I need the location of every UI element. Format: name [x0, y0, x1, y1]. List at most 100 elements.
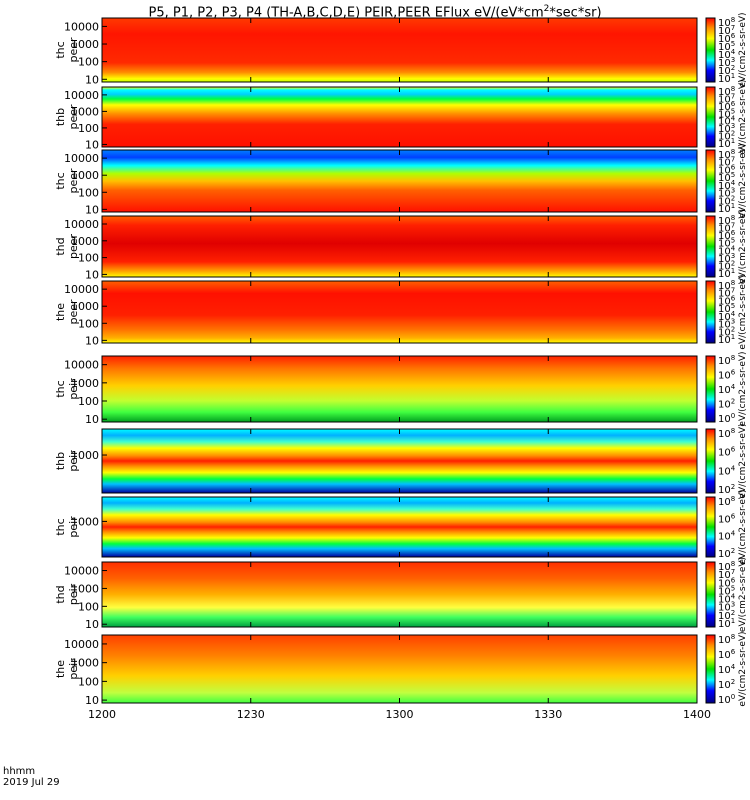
y-tick-label: 1000 [71, 515, 99, 528]
colorbar-tick-label: 104 [718, 310, 736, 323]
colorbar-tick-label: 105 [718, 302, 735, 315]
colorbar-tick-label: 104 [718, 244, 736, 257]
colorbar-tick-label: 105 [718, 40, 735, 53]
colorbar [705, 496, 716, 558]
colorbar-tick-label: 107 [718, 287, 735, 300]
colorbar-unit-label: eV/(cm2-s-sr-eV) [738, 489, 748, 564]
colorbar-tick-label: 108 [718, 148, 735, 161]
y-tick-label: 1000 [71, 582, 99, 595]
y-tick-label: 10 [85, 138, 99, 151]
spectrogram-image [102, 150, 697, 212]
y-tick-label: 10 [85, 334, 99, 347]
colorbar-tick-label: 108 [718, 560, 735, 573]
colorbar-tick-label: 106 [718, 576, 736, 589]
colorbar-tick-label: 100 [718, 412, 735, 425]
colorbar-tick-label: 100 [718, 693, 735, 706]
colorbar [705, 634, 716, 704]
x-tick-label: 1400 [683, 708, 711, 721]
colorbar-tick-label: 107 [718, 24, 735, 37]
y-tick-label: 10000 [64, 89, 99, 102]
colorbar-tick-label: 106 [718, 100, 736, 113]
colorbar-tick-label: 106 [718, 369, 736, 382]
y-tick-label: 10 [85, 268, 99, 281]
y-tick-label: 100 [78, 252, 99, 265]
colorbar-tick-label: 102 [718, 609, 735, 622]
colorbar-tick-label: 105 [718, 107, 735, 120]
colorbar-tick-label: 101 [718, 202, 735, 215]
panel-thc-peer: 10100100010000thcpeer1081071061051041031… [54, 143, 748, 218]
y-tick-label: 1000 [71, 235, 99, 248]
panel-thd-peir: 10100100010000thdpeir1081071061051041031… [54, 557, 748, 632]
colorbar-tick-label: 104 [718, 593, 736, 606]
colorbar [705, 215, 716, 278]
x-tick-label: 1200 [88, 708, 116, 721]
spectrogram-image [102, 87, 697, 147]
colorbar-tick-label: 104 [718, 48, 736, 61]
colorbar [705, 280, 716, 344]
spectrogram-image [102, 18, 697, 82]
colorbar-tick-label: 102 [718, 259, 735, 272]
title-suffix: *sec*sr) [549, 5, 602, 21]
colorbar-tick-label: 108 [718, 633, 735, 646]
colorbar [705, 355, 716, 423]
y-tick-label: 1000 [71, 38, 99, 51]
colorbar-tick-label: 102 [718, 483, 735, 496]
y-axis-label: thcpeir [54, 516, 80, 538]
colorbar-unit-label: eV/(cm2-s-sr-eV) [738, 423, 748, 498]
y-axis-label: thcpeer [54, 37, 80, 63]
colorbar-tick-label: 106 [718, 446, 736, 459]
spectrogram-image [102, 635, 697, 703]
y-axis-label: thcpeir [54, 378, 80, 400]
y-tick-label: 1000 [71, 449, 99, 462]
colorbar [705, 149, 716, 213]
colorbar-tick-label: 101 [718, 137, 735, 150]
x-tick-label: 1230 [237, 708, 265, 721]
colorbar-tick-label: 107 [718, 222, 735, 235]
colorbar-tick-label: 106 [718, 32, 736, 45]
colorbar-tick-label: 101 [718, 333, 735, 346]
colorbar-tick-label: 107 [718, 156, 735, 169]
y-tick-label: 10 [85, 73, 99, 86]
y-tick-label: 1000 [71, 105, 99, 118]
colorbar [705, 86, 716, 148]
colorbar [705, 17, 716, 83]
spectrogram-image [102, 281, 697, 343]
colorbar-tick-label: 106 [718, 648, 736, 661]
panel-thb-peer: 10100100010000thbpeer1081071061051041031… [54, 79, 748, 154]
y-tick-label: 100 [78, 675, 99, 688]
colorbar-tick-label: 102 [718, 130, 735, 143]
y-tick-label: 10000 [64, 565, 99, 578]
y-tick-label: 100 [78, 317, 99, 330]
colorbar-tick-label: 102 [718, 398, 735, 411]
colorbar-unit-label: eV/(cm2-s-sr-eV) [738, 631, 748, 706]
page-title: P5, P1, P2, P3, P4 (TH-A,B,C,D,E) PEIR,P… [0, 0, 750, 22]
colorbar-tick-label: 102 [718, 325, 735, 338]
y-axis-label: thdpeer [54, 234, 80, 260]
colorbar-tick-label: 104 [718, 663, 736, 676]
colorbar-tick-label: 107 [718, 92, 735, 105]
colorbar-tick-label: 105 [718, 171, 735, 184]
colorbar-tick-label: 105 [718, 237, 735, 250]
y-tick-label: 100 [78, 186, 99, 199]
colorbar-tick-label: 103 [718, 318, 735, 331]
colorbar-tick-label: 106 [718, 229, 736, 242]
colorbar-unit-label: eV/(cm2-s-sr-eV) [738, 209, 748, 284]
panel-thd-peer: 10100100010000thdpeer1081071061051041031… [54, 209, 748, 284]
colorbar [705, 428, 716, 494]
colorbar-tick-label: 103 [718, 56, 735, 69]
spectrogram-image [102, 356, 697, 422]
colorbar-tick-label: 108 [718, 214, 735, 227]
colorbar-tick-label: 104 [718, 530, 736, 543]
y-tick-label: 100 [78, 600, 99, 613]
colorbar-tick-label: 106 [718, 163, 736, 176]
colorbar-tick-label: 103 [718, 122, 735, 135]
colorbar-tick-label: 102 [718, 194, 735, 207]
colorbar-tick-label: 104 [718, 383, 736, 396]
colorbar-unit-label: eV/(cm2-s-sr-eV) [738, 557, 748, 632]
colorbar-unit-label: eV/(cm2-s-sr-eV) [738, 79, 748, 154]
y-tick-label: 10 [85, 694, 99, 707]
y-tick-label: 100 [78, 395, 99, 408]
